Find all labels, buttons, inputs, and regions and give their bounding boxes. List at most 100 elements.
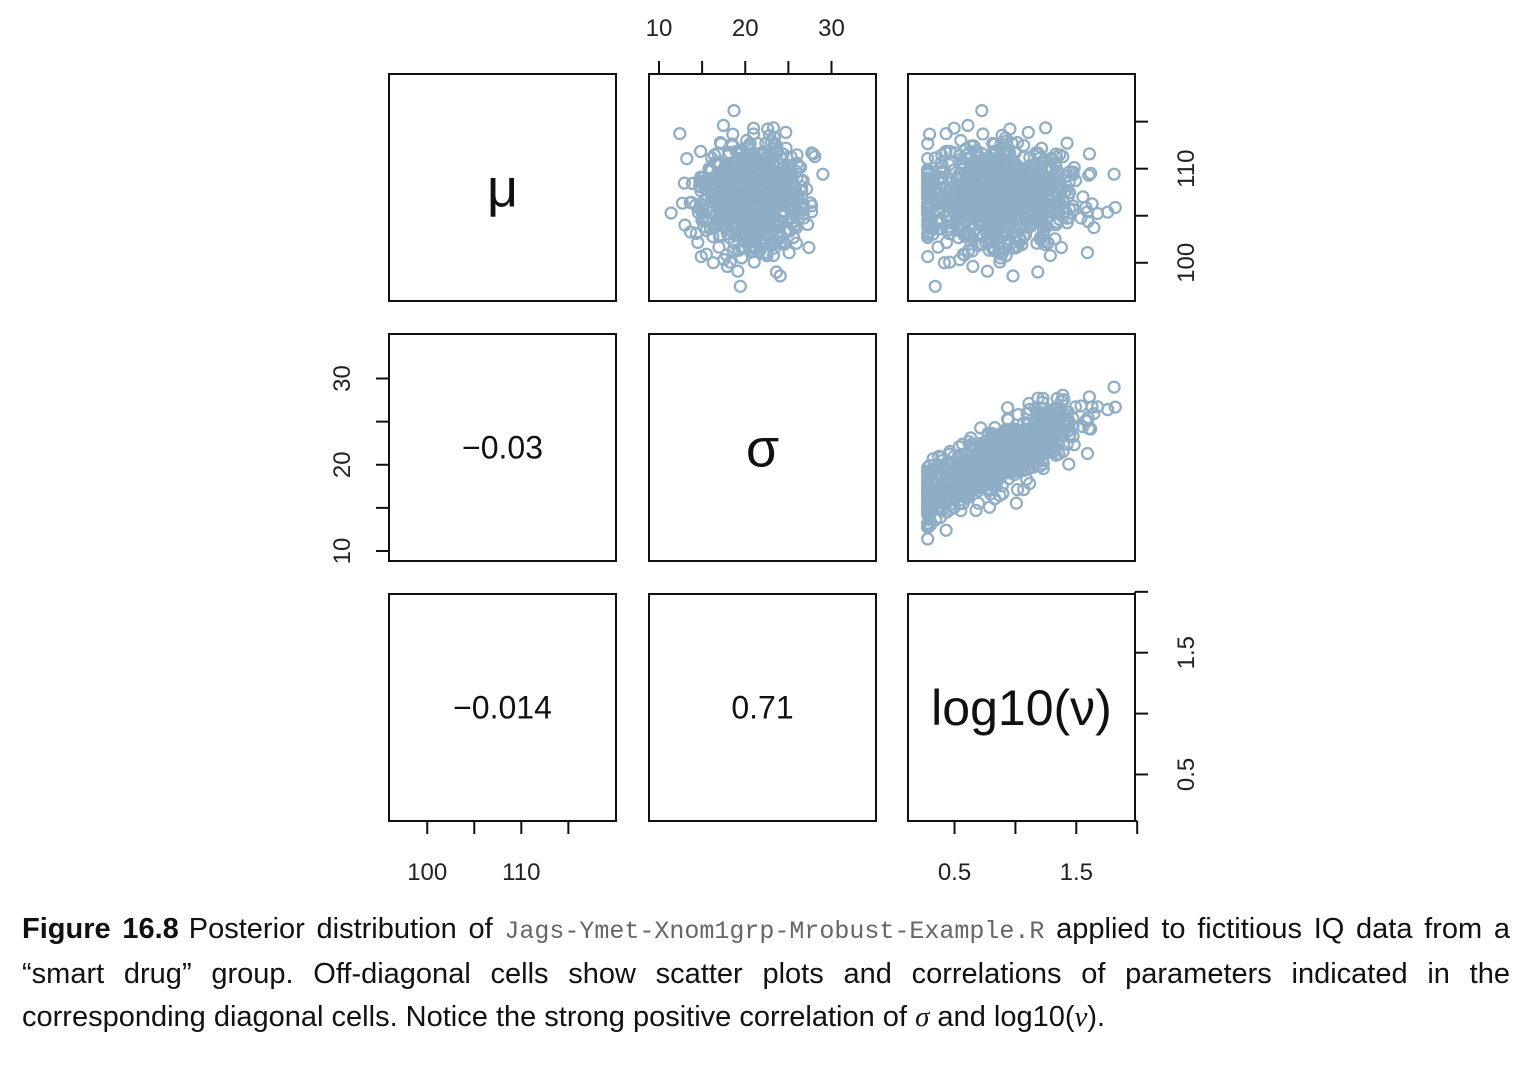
point [706, 229, 720, 244]
tick-label-sigma: 30 [818, 15, 845, 42]
point [921, 176, 935, 190]
point [756, 181, 771, 195]
tick-label-mu: 110 [502, 859, 540, 886]
point [1017, 483, 1031, 497]
point [988, 492, 1002, 506]
tick-label-log10nu: 0.5 [938, 859, 971, 886]
point [675, 196, 690, 210]
point [733, 279, 748, 293]
point [761, 196, 775, 210]
point [1057, 196, 1071, 210]
point [1007, 231, 1022, 245]
scatter-mu-sigma [664, 103, 830, 293]
figure-caption: Figure 16.8 Posterior distribution of Jag… [22, 908, 1510, 1039]
point [725, 137, 739, 151]
caption-code: Jags-Ymet-Xnom1grp-Mrobust-Example.R [504, 917, 1045, 946]
point [1028, 442, 1042, 456]
point [923, 458, 937, 472]
point [921, 190, 935, 204]
point [806, 147, 820, 161]
point [760, 249, 774, 263]
point [746, 146, 760, 160]
tick-label-sigma: 20 [732, 15, 759, 42]
tick-label-log10nu: 1.5 [1173, 636, 1200, 669]
point [1038, 121, 1053, 135]
point [1012, 219, 1026, 233]
point [1049, 167, 1063, 181]
point [1005, 458, 1019, 472]
point [1041, 184, 1055, 198]
point [1003, 122, 1017, 136]
point [774, 228, 788, 242]
point [1043, 248, 1057, 263]
scatter-mu-log10nu [921, 103, 1122, 293]
point [1027, 197, 1041, 211]
point [716, 118, 731, 133]
point [1049, 416, 1063, 430]
point [922, 512, 936, 527]
point [1000, 401, 1015, 415]
panel-sigma-mu [388, 333, 617, 562]
point [1081, 411, 1095, 425]
point [921, 137, 935, 151]
caption-label: Figure 16.8 [22, 913, 179, 945]
tick-label-sigma: 10 [646, 15, 673, 42]
point [776, 197, 790, 211]
point [921, 492, 935, 506]
point [1009, 496, 1024, 510]
tick-label-sigma: 20 [329, 451, 356, 478]
point [1036, 156, 1050, 170]
point [1012, 444, 1027, 458]
point [1063, 428, 1077, 442]
point [997, 144, 1011, 158]
point [975, 190, 990, 204]
point [921, 506, 935, 521]
point [693, 144, 708, 158]
point [951, 487, 966, 501]
point [711, 199, 725, 213]
point [974, 421, 988, 435]
point [691, 235, 705, 249]
point [997, 425, 1011, 439]
point [746, 239, 760, 254]
point [736, 204, 750, 218]
point [1081, 214, 1095, 228]
point [1107, 380, 1121, 394]
point [987, 137, 1002, 151]
point [928, 279, 942, 293]
point [1017, 219, 1031, 233]
point [939, 235, 954, 249]
point [718, 202, 733, 216]
point [980, 264, 995, 278]
point [961, 229, 975, 244]
point [969, 503, 983, 517]
point [1030, 236, 1044, 250]
tick-label-sigma: 30 [329, 365, 356, 392]
diag-label-log10nu: log10(ν) [931, 680, 1112, 736]
point [1045, 442, 1059, 457]
point [727, 236, 741, 250]
tick-label-sigma: 10 [329, 538, 356, 565]
point [1002, 232, 1017, 246]
point [1029, 160, 1044, 174]
tick-label-log10nu: 0.5 [1173, 758, 1200, 791]
point [951, 181, 966, 195]
point [1082, 390, 1097, 404]
point [921, 520, 935, 535]
corr-mu_sigma: −0.03 [462, 430, 543, 466]
point [922, 127, 937, 141]
point [1066, 411, 1080, 426]
axes: 10 20 30 100 110 0.5 1.5 100 110 10 20 30 0.5 1.5 [329, 15, 1200, 886]
tick-label-mu: 100 [407, 859, 447, 886]
point [985, 439, 999, 454]
point [955, 197, 969, 211]
point [1036, 225, 1051, 239]
point [1082, 147, 1097, 161]
point [1003, 435, 1017, 449]
point [1049, 218, 1063, 232]
point [942, 215, 957, 229]
point [1108, 400, 1122, 414]
point [960, 173, 975, 187]
point [1033, 232, 1048, 247]
point [1101, 403, 1115, 417]
